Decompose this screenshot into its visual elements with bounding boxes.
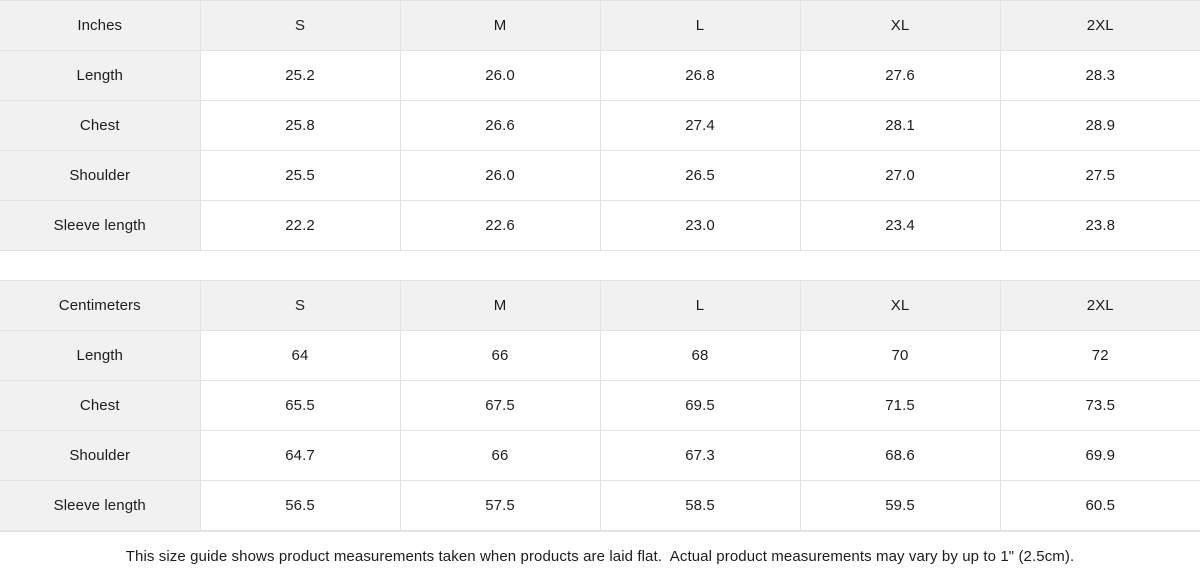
cell-value: 26.0 <box>399 150 601 201</box>
table-header-row: Inches S M L XL 2XL <box>0 0 1200 51</box>
cell-value: 27.6 <box>799 50 1001 101</box>
column-header-2xl: 2XL <box>999 280 1200 332</box>
table-row: Sleeve length 56.5 57.5 58.5 59.5 60.5 <box>0 480 1200 532</box>
table-row: Length 64 66 68 70 72 <box>0 330 1200 382</box>
size-guide-disclaimer: This size guide shows product measuremen… <box>0 531 1200 580</box>
cell-value: 58.5 <box>599 480 801 532</box>
size-table-centimeters: Centimeters S M L XL 2XL Length 64 66 68… <box>0 280 1200 532</box>
cell-value: 26.8 <box>599 50 801 101</box>
cell-value: 26.0 <box>399 50 601 101</box>
row-label-sleeve-length: Sleeve length <box>0 200 201 251</box>
cell-value: 70 <box>799 330 1001 382</box>
row-label-chest: Chest <box>0 100 201 151</box>
column-header-s: S <box>199 0 401 51</box>
cell-value: 25.8 <box>199 100 401 151</box>
column-header-2xl: 2XL <box>999 0 1200 51</box>
cell-value: 68 <box>599 330 801 382</box>
cell-value: 69.5 <box>599 380 801 432</box>
cell-value: 71.5 <box>799 380 1001 432</box>
column-header-l: L <box>599 280 801 332</box>
cell-value: 67.3 <box>599 430 801 482</box>
cell-value: 72 <box>999 330 1200 382</box>
cell-value: 22.6 <box>399 200 601 251</box>
cell-value: 64.7 <box>199 430 401 482</box>
cell-value: 27.4 <box>599 100 801 151</box>
cell-value: 26.5 <box>599 150 801 201</box>
table-row: Chest 25.8 26.6 27.4 28.1 28.9 <box>0 100 1200 151</box>
row-label-shoulder: Shoulder <box>0 150 201 201</box>
cell-value: 69.9 <box>999 430 1200 482</box>
row-label-sleeve-length: Sleeve length <box>0 480 201 532</box>
cell-value: 68.6 <box>799 430 1001 482</box>
column-header-l: L <box>599 0 801 51</box>
row-label-chest: Chest <box>0 380 201 432</box>
table-separator <box>0 251 1200 281</box>
cell-value: 22.2 <box>199 200 401 251</box>
column-header-m: M <box>399 0 601 51</box>
table-row: Shoulder 64.7 66 67.3 68.6 69.9 <box>0 430 1200 482</box>
cell-value: 73.5 <box>999 380 1200 432</box>
table-row: Chest 65.5 67.5 69.5 71.5 73.5 <box>0 380 1200 432</box>
unit-label-inches: Inches <box>0 0 201 51</box>
cell-value: 27.0 <box>799 150 1001 201</box>
cell-value: 28.3 <box>999 50 1200 101</box>
size-table-inches: Inches S M L XL 2XL Length 25.2 26.0 26.… <box>0 0 1200 251</box>
cell-value: 60.5 <box>999 480 1200 532</box>
unit-label-centimeters: Centimeters <box>0 280 201 332</box>
cell-value: 66 <box>399 430 601 482</box>
cell-value: 25.5 <box>199 150 401 201</box>
cell-value: 65.5 <box>199 380 401 432</box>
cell-value: 27.5 <box>999 150 1200 201</box>
cell-value: 23.4 <box>799 200 1001 251</box>
cell-value: 23.0 <box>599 200 801 251</box>
table-row: Sleeve length 22.2 22.6 23.0 23.4 23.8 <box>0 200 1200 251</box>
cell-value: 66 <box>399 330 601 382</box>
cell-value: 57.5 <box>399 480 601 532</box>
cell-value: 23.8 <box>999 200 1200 251</box>
cell-value: 64 <box>199 330 401 382</box>
cell-value: 26.6 <box>399 100 601 151</box>
row-label-length: Length <box>0 50 201 101</box>
row-label-length: Length <box>0 330 201 382</box>
column-header-xl: XL <box>799 280 1001 332</box>
cell-value: 67.5 <box>399 380 601 432</box>
table-row: Shoulder 25.5 26.0 26.5 27.0 27.5 <box>0 150 1200 201</box>
column-header-s: S <box>199 280 401 332</box>
table-row: Length 25.2 26.0 26.8 27.6 28.3 <box>0 50 1200 101</box>
column-header-m: M <box>399 280 601 332</box>
column-header-xl: XL <box>799 0 1001 51</box>
cell-value: 59.5 <box>799 480 1001 532</box>
table-header-row: Centimeters S M L XL 2XL <box>0 280 1200 332</box>
cell-value: 28.9 <box>999 100 1200 151</box>
cell-value: 25.2 <box>199 50 401 101</box>
row-label-shoulder: Shoulder <box>0 430 201 482</box>
cell-value: 56.5 <box>199 480 401 532</box>
cell-value: 28.1 <box>799 100 1001 151</box>
